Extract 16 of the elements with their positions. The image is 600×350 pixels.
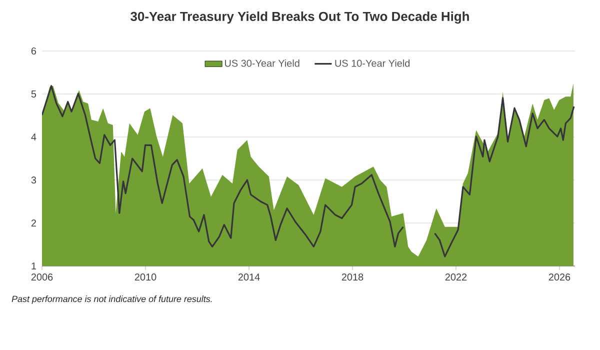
x-tick-label: 2026 xyxy=(548,274,570,281)
legend-label: US 30-Year Yield xyxy=(225,59,300,67)
y-tick-label: 5 xyxy=(31,90,36,98)
text: Past performance is not indicative of future results. xyxy=(12,296,212,304)
y-tick-label: 6 xyxy=(31,47,36,55)
x-tick-label: 2014 xyxy=(238,274,260,281)
y-tick-label: 3 xyxy=(31,176,36,184)
x-tick-label: 2018 xyxy=(342,274,364,281)
chart-title: 30-Year Treasury Yield Breaks Out To Two Decade High xyxy=(130,12,469,24)
x-tick-label: 2006 xyxy=(31,274,53,281)
y-tick-label: 1 xyxy=(32,262,36,270)
x-tick-label: 2010 xyxy=(134,274,156,281)
y-tick-label: 4 xyxy=(31,134,36,140)
x-tick-label: 2022 xyxy=(445,274,467,281)
legend-label: US 10-Year Yield xyxy=(335,59,410,67)
y-tick-label: 2 xyxy=(31,220,36,226)
